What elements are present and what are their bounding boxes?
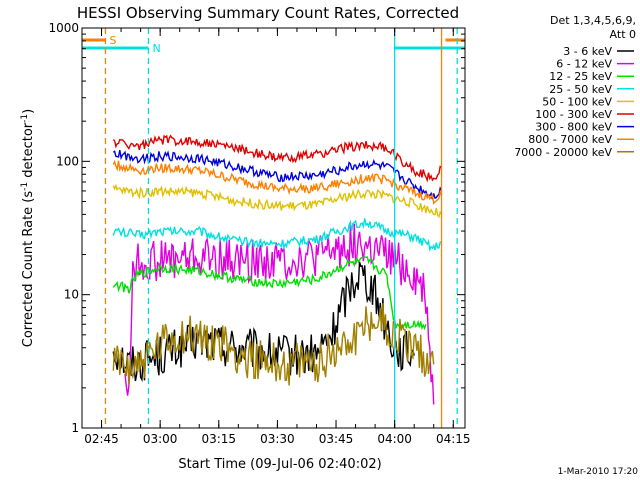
legend-label: 300 - 800 keV <box>535 121 612 134</box>
flag-label-N: N <box>152 42 160 55</box>
series-line-800-7000-kev <box>112 159 443 205</box>
series-line-3-6-kev <box>112 261 415 383</box>
legend-label: 6 - 12 keV <box>556 58 612 71</box>
x-tick-label: 02:45 <box>84 432 119 446</box>
legend-label: 100 - 300 keV <box>535 108 612 121</box>
y-tick-label: 100 <box>56 154 79 168</box>
y-axis-label-sup2: -1 <box>20 114 30 123</box>
x-tick-label: 04:15 <box>436 432 471 446</box>
legend-label: 800 - 7000 keV <box>528 133 612 146</box>
legend-label: 3 - 6 keV <box>563 45 612 58</box>
plot-frame <box>81 27 466 429</box>
series-line-6-12-kev <box>124 223 435 405</box>
y-tick-label: 1 <box>71 421 79 435</box>
series-line-100-300-kev <box>112 134 442 183</box>
legend-label: 25 - 50 keV <box>549 83 612 96</box>
markers-layer <box>104 28 458 428</box>
y-axis-label-sup1: -1 <box>20 182 30 191</box>
series-line-50-100-kev <box>112 183 443 219</box>
x-tick-label: 03:00 <box>143 432 178 446</box>
series-line-7000-20000-kev <box>112 303 435 386</box>
x-tick-label: 03:45 <box>319 432 354 446</box>
y-axis-label-main: Corrected Count Rate (s <box>21 191 36 348</box>
x-tick-label: 03:30 <box>260 432 295 446</box>
flags-layer: SN <box>82 34 465 55</box>
legend-label: 50 - 100 keV <box>542 95 612 108</box>
series-line-25-50-kev <box>112 218 442 252</box>
legend-label: 7000 - 20000 keV <box>514 146 612 159</box>
axes-layer: 1 10 100 1000 02:45 03:00 03:15 03:30 03:45 04:00… <box>48 21 470 446</box>
series-line-12-25-kev <box>112 256 427 331</box>
series-line-300-800-kev <box>112 149 443 200</box>
timestamp: 1-Mar-2010 17:20 <box>558 467 639 477</box>
y-axis-label: Corrected Count Rate (s-1 detector-1) <box>20 109 36 347</box>
flag-label-S: S <box>109 34 116 47</box>
x-tick-label: 04:00 <box>377 432 412 446</box>
legend-header-line1: Det 1,3,4,5,6,9, <box>550 14 636 27</box>
chart-title: HESSI Observing Summary Count Rates, Cor… <box>77 4 459 22</box>
y-axis-label-mid: detector <box>21 122 36 182</box>
legend-label: 12 - 25 keV <box>549 70 612 83</box>
x-tick-label: 03:15 <box>201 432 236 446</box>
y-tick-label: 1000 <box>48 21 79 35</box>
y-axis-label-end: ) <box>21 109 36 114</box>
y-tick-label: 10 <box>64 288 79 302</box>
series-layer <box>112 134 443 405</box>
legend-header-line2: Att 0 <box>610 28 636 41</box>
x-axis-label: Start Time (09-Jul-06 02:40:02) <box>178 457 381 472</box>
